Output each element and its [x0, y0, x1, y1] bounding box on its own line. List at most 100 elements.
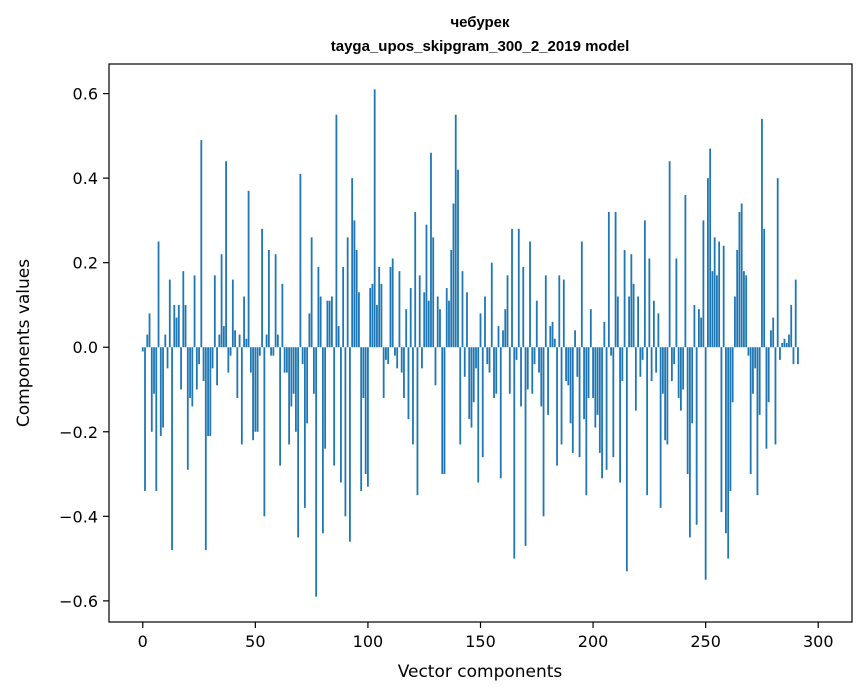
bar — [607, 211, 610, 348]
bar — [407, 347, 410, 420]
bar — [574, 330, 576, 348]
bar — [315, 347, 318, 597]
bar — [522, 266, 525, 348]
bar — [335, 114, 338, 348]
bar — [670, 347, 673, 382]
bar — [157, 241, 160, 348]
bar — [267, 250, 270, 348]
bar — [797, 347, 799, 365]
bar — [245, 338, 248, 348]
bar — [290, 347, 293, 407]
bar — [571, 347, 574, 453]
bar — [159, 347, 162, 436]
bar — [328, 300, 331, 348]
y-tick-label: 0.2 — [73, 254, 98, 273]
y-tick-label: −0.6 — [59, 592, 98, 611]
bar — [709, 148, 712, 348]
bar — [731, 347, 734, 403]
x-tick-label: 150 — [465, 632, 496, 651]
bar — [198, 347, 200, 365]
bar — [659, 347, 662, 508]
bar — [195, 347, 198, 390]
bar — [479, 313, 482, 348]
bar — [657, 313, 660, 348]
bar — [743, 271, 745, 348]
bar — [675, 258, 678, 348]
bar — [184, 304, 187, 348]
bar — [684, 195, 687, 348]
bar — [468, 347, 471, 420]
bar — [488, 347, 491, 373]
bar — [758, 347, 761, 415]
bar — [628, 296, 630, 348]
bar — [333, 347, 336, 466]
bar — [754, 347, 757, 369]
bar — [493, 347, 495, 398]
bar — [247, 190, 250, 348]
bar — [378, 266, 381, 348]
bar — [171, 347, 173, 551]
bar — [141, 347, 144, 352]
bar — [231, 279, 234, 348]
bar — [220, 254, 223, 348]
bar — [274, 254, 277, 348]
bar — [272, 347, 275, 356]
bar — [770, 330, 772, 348]
bar — [585, 347, 588, 496]
bar — [306, 347, 309, 424]
bar — [632, 283, 635, 348]
bar — [677, 347, 680, 398]
bar — [180, 347, 182, 390]
bar — [405, 309, 408, 348]
y-tick-label: −0.4 — [59, 507, 98, 526]
bar — [425, 224, 428, 348]
bar — [693, 304, 696, 348]
bar — [623, 250, 626, 348]
bar — [470, 347, 473, 428]
bar — [720, 347, 723, 513]
bar — [713, 237, 716, 348]
bar — [432, 237, 435, 348]
bar — [625, 347, 628, 572]
y-tick-label: 0.6 — [73, 85, 98, 104]
bar — [175, 317, 178, 348]
bar — [340, 347, 342, 483]
bar — [466, 292, 468, 348]
bar — [779, 347, 781, 360]
bar — [664, 347, 667, 441]
bar — [263, 347, 266, 517]
bar — [556, 347, 558, 466]
bar — [702, 220, 705, 348]
bar — [452, 203, 455, 348]
bar — [686, 347, 689, 475]
bar — [652, 300, 655, 348]
bar — [650, 347, 653, 382]
bar — [648, 258, 651, 348]
bar — [596, 347, 599, 415]
bar — [416, 347, 419, 496]
bar — [279, 347, 282, 466]
bar — [146, 334, 149, 348]
bar — [362, 347, 365, 398]
y-axis-label: Components values — [14, 259, 34, 427]
bar — [222, 326, 225, 348]
bar — [549, 326, 552, 348]
bar — [457, 169, 459, 348]
bar — [515, 347, 518, 360]
bar — [371, 283, 374, 348]
bar — [513, 347, 516, 559]
bar — [589, 309, 592, 348]
y-tick-label: −0.2 — [59, 423, 98, 442]
chart-title: чебурек — [450, 14, 510, 31]
bar — [592, 347, 594, 398]
bar — [704, 347, 707, 580]
bar — [716, 275, 718, 348]
bar — [177, 304, 180, 348]
bar — [312, 347, 315, 394]
bar — [481, 347, 484, 458]
bar — [502, 330, 504, 348]
x-tick-label: 0 — [138, 632, 148, 651]
bar — [520, 347, 522, 407]
bar — [472, 347, 475, 403]
bar — [736, 250, 739, 348]
